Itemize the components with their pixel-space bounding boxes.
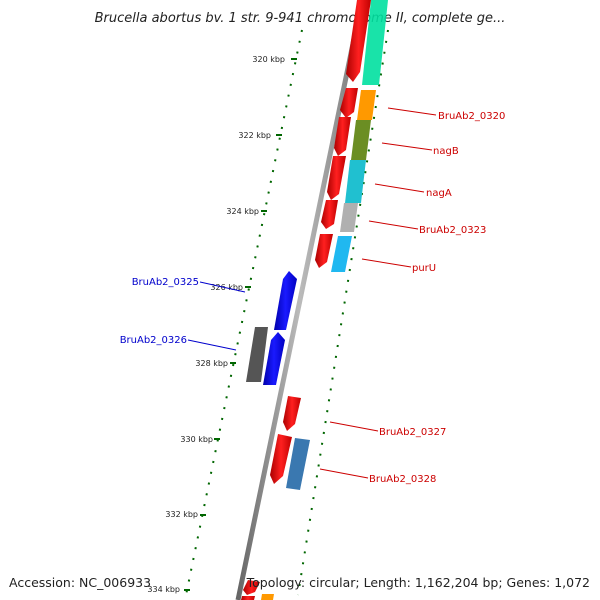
gene-label-nagA[interactable]: nagA bbox=[426, 188, 452, 199]
label-leader bbox=[374, 183, 425, 193]
left-label-leaders bbox=[187, 281, 246, 351]
gene-label-BruAb2_0325[interactable]: BruAb2_0325 bbox=[132, 277, 199, 288]
gene-arrow-forward[interactable] bbox=[243, 580, 260, 595]
label-leader bbox=[368, 220, 419, 230]
gene-label-purU[interactable]: purU bbox=[412, 263, 436, 274]
label-leader bbox=[329, 421, 379, 432]
cog-block-teal[interactable] bbox=[362, 0, 388, 85]
cog-block-orange[interactable] bbox=[357, 90, 376, 120]
gene-arrow-forward[interactable] bbox=[315, 234, 333, 268]
gene-label-BruAb2_0323[interactable]: BruAb2_0323 bbox=[419, 225, 486, 236]
tick-label: 328 kbp bbox=[195, 359, 228, 368]
map-title: Brucella abortus bv. 1 str. 9-941 chromo… bbox=[95, 11, 506, 26]
gene-label-BruAb2_0327[interactable]: BruAb2_0327 bbox=[379, 427, 446, 438]
gene-label-BruAb2_0326[interactable]: BruAb2_0326 bbox=[120, 335, 187, 346]
cog-block-darkgrey[interactable] bbox=[246, 327, 268, 382]
gene-label-BruAb2_0320[interactable]: BruAb2_0320 bbox=[438, 111, 505, 122]
cog-block-steelblue[interactable] bbox=[286, 438, 310, 490]
label-leader bbox=[387, 107, 437, 116]
cog-block-grey[interactable] bbox=[340, 203, 358, 232]
tick-label: 330 kbp bbox=[180, 435, 213, 444]
accession-text: Accession: NC_006933 bbox=[9, 575, 151, 590]
gene-arrow-forward[interactable] bbox=[283, 396, 301, 431]
gene-arrow-forward[interactable] bbox=[334, 117, 351, 156]
cog-block-olive[interactable] bbox=[351, 120, 371, 160]
cog-block-cyan[interactable] bbox=[345, 160, 366, 203]
gene-arrow-forward[interactable] bbox=[327, 156, 346, 200]
label-leader bbox=[199, 281, 246, 293]
gene-arrow-forward[interactable] bbox=[270, 434, 292, 484]
label-leader bbox=[187, 339, 237, 351]
label-leader bbox=[319, 468, 369, 479]
label-leader bbox=[381, 142, 433, 151]
cog-block-orange-bottom[interactable] bbox=[261, 594, 274, 600]
cog-color-track bbox=[246, 0, 388, 600]
tick-label: 324 kbp bbox=[226, 207, 259, 216]
tick-label: 332 kbp bbox=[165, 510, 198, 519]
gene-arrow-forward[interactable] bbox=[346, 0, 371, 82]
tick-label: 320 kbp bbox=[252, 55, 285, 64]
gene-label-nagB[interactable]: nagB bbox=[433, 146, 459, 157]
tick-marks bbox=[184, 58, 297, 591]
gene-arrow-reverse[interactable] bbox=[274, 271, 297, 330]
forward-genes bbox=[241, 0, 371, 600]
cog-block-skyblue[interactable] bbox=[331, 236, 352, 272]
right-label-leaders bbox=[319, 107, 437, 479]
gene-arrow-forward[interactable] bbox=[340, 88, 358, 118]
gene-arrow-forward[interactable] bbox=[241, 596, 255, 600]
label-leader bbox=[361, 258, 412, 268]
gene-arrow-reverse[interactable] bbox=[263, 332, 285, 385]
gene-label-BruAb2_0328[interactable]: BruAb2_0328 bbox=[369, 474, 436, 485]
outer-tick-guide bbox=[297, 29, 389, 596]
gene-arrow-forward[interactable] bbox=[321, 200, 338, 229]
tick-label: 334 kbp bbox=[147, 585, 180, 594]
topology-text: Topology: circular; Length: 1,162,204 bp… bbox=[246, 575, 590, 590]
tick-label: 322 kbp bbox=[238, 131, 271, 140]
reverse-genes bbox=[263, 271, 297, 385]
genome-backbone bbox=[235, 0, 365, 600]
